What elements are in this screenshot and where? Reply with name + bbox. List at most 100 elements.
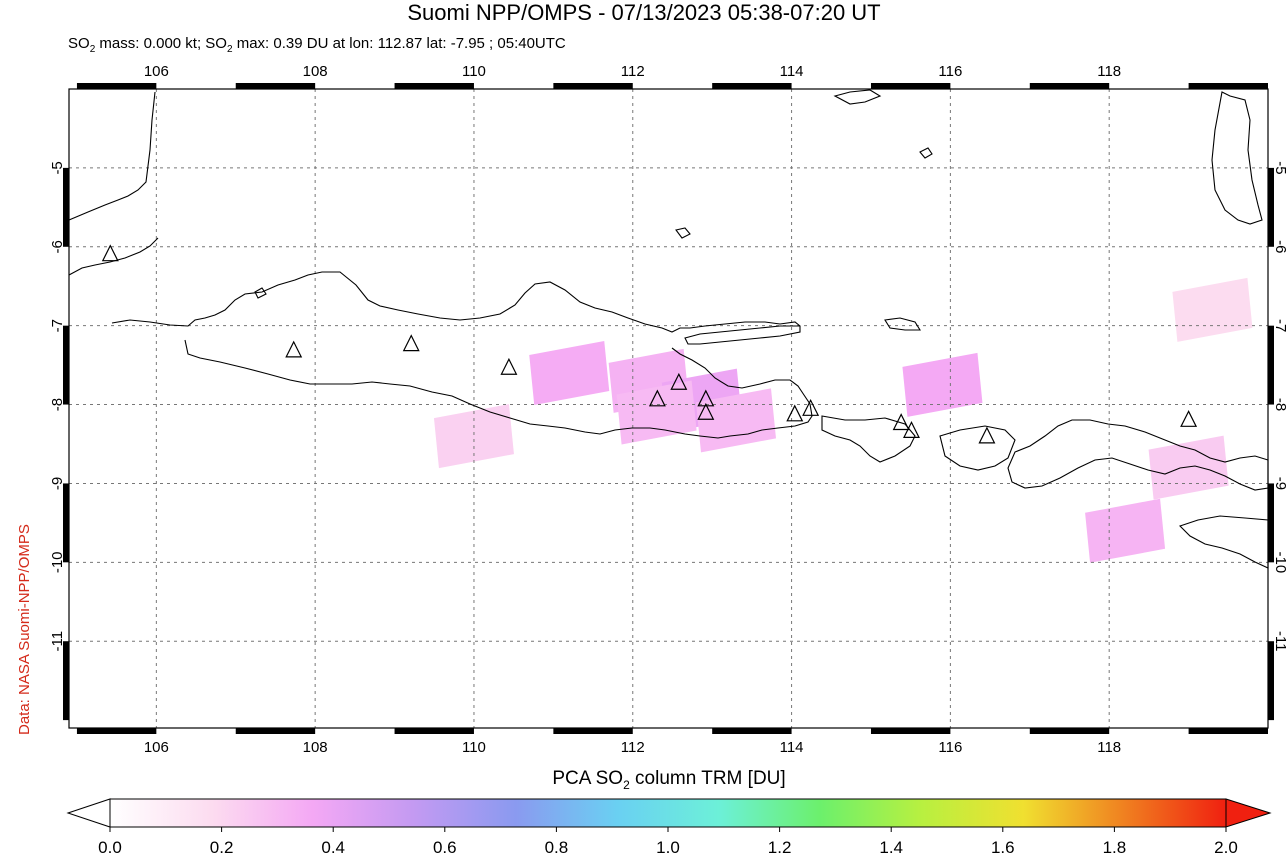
colorbar-tick-label: 0.0 xyxy=(98,838,122,855)
subtitle-sub1: 2 xyxy=(89,44,96,55)
coastline-layer xyxy=(68,89,1269,569)
colorbar-tick-label: 0.4 xyxy=(321,838,345,855)
colorbar-left-arrow xyxy=(66,798,111,828)
y-tick-label-right: -6 xyxy=(1272,240,1288,253)
colorbar: 0.0 0.2 0.4 0.6 0.8 1.0 1.2 1.4 1.6 1.8 2.0 xyxy=(66,798,1272,855)
so2-cell xyxy=(1148,435,1229,500)
border-bar xyxy=(870,83,951,89)
y-tick-label-left: -6 xyxy=(49,240,66,253)
colorbar-title: PCA SO2 column TRM [DU] xyxy=(0,768,1288,792)
border-bar xyxy=(1188,83,1268,89)
so2-cells-layer xyxy=(433,277,1253,563)
colorbar-tick-label: 1.8 xyxy=(1103,838,1127,855)
x-tick-label-bottom: 112 xyxy=(621,739,645,756)
y-tick-label-right: -7 xyxy=(1272,319,1288,332)
y-tick-label-left: -9 xyxy=(49,477,66,490)
x-tick-label-top: 106 xyxy=(144,63,169,80)
border-bar xyxy=(235,728,316,734)
border-bar xyxy=(553,83,633,89)
border-bar xyxy=(63,483,69,563)
volcano-marker xyxy=(802,398,820,416)
coastline-madura xyxy=(684,325,801,345)
volcano-marker xyxy=(402,334,420,352)
x-tick-label-top: 114 xyxy=(780,63,804,80)
border-bar xyxy=(712,83,792,89)
y-tick-label-left: -10 xyxy=(49,551,66,573)
y-tick-label-left: -7 xyxy=(49,319,66,332)
coastline-java-south xyxy=(184,339,813,439)
so2-map: 106 106 108 108 110 110 112 112 114 114 116 116 118 1… xyxy=(49,63,1288,756)
colorbar-title-sub: 2 xyxy=(623,777,630,792)
map-frame xyxy=(68,88,1269,729)
y-tick-label-left: -5 xyxy=(49,161,66,174)
axes-layer: 106 106 108 108 110 110 112 112 114 114 116 116 118 1… xyxy=(49,63,1288,756)
border-bar xyxy=(63,641,69,721)
x-tick-label-bottom: 106 xyxy=(144,739,169,756)
coastline-sumbawa xyxy=(1007,419,1269,491)
volcano-marker xyxy=(500,357,518,375)
coastline-java-north xyxy=(111,271,801,333)
so2-cell xyxy=(902,352,983,417)
border-bar xyxy=(1268,641,1274,721)
colorbar-title-part1: PCA SO xyxy=(552,768,624,789)
colorbar-tick-label: 1.6 xyxy=(991,838,1015,855)
coastline-small-1 xyxy=(254,287,267,299)
subtitle-part1: SO xyxy=(68,35,90,52)
y-tick-label-right: -9 xyxy=(1272,477,1288,490)
y-tick-label-left: -11 xyxy=(49,631,66,652)
colorbar-title-part2: column TRM [DU] xyxy=(629,768,786,789)
volcano-marker xyxy=(1180,409,1198,427)
volcano-marker xyxy=(648,389,666,407)
colorbar-ticks: 0.0 0.2 0.4 0.6 0.8 1.0 1.2 1.4 1.6 1.8 2.0 xyxy=(98,827,1238,855)
border-bar xyxy=(1029,728,1110,734)
volcano-marker xyxy=(978,426,996,444)
colorbar-right-arrow xyxy=(1225,798,1272,828)
so2-cell xyxy=(433,404,514,469)
coastline-kangean xyxy=(884,317,921,331)
x-tick-label-bottom: 110 xyxy=(462,739,486,756)
coastline-lombok xyxy=(939,425,1016,471)
coastline-small-2 xyxy=(919,147,933,159)
y-tick-label-right: -8 xyxy=(1272,398,1288,411)
border-bar xyxy=(235,83,316,89)
x-tick-label-top: 112 xyxy=(621,63,645,80)
map-subtitle: SO2 mass: 0.000 kt; SO2 max: 0.39 DU at … xyxy=(68,35,566,59)
y-tick-label-right: -10 xyxy=(1272,551,1288,573)
border-bar xyxy=(394,728,474,734)
x-tick-label-top: 118 xyxy=(1097,63,1121,80)
volcano-marker xyxy=(697,402,715,420)
border-bar xyxy=(76,728,157,734)
coastline-borneo-1 xyxy=(833,89,882,105)
x-tick-label-bottom: 116 xyxy=(938,739,962,756)
coastline-sumatra-south xyxy=(68,237,159,276)
x-tick-label-top: 116 xyxy=(938,63,962,80)
volcano-marker xyxy=(903,421,920,438)
colorbar-gradient xyxy=(109,798,1227,828)
x-tick-label-top: 108 xyxy=(303,63,328,80)
coastline-sumba xyxy=(1178,515,1269,569)
x-tick-label-bottom: 118 xyxy=(1097,739,1121,756)
volcano-layer xyxy=(101,244,1198,444)
border-bar xyxy=(394,83,474,89)
border-bar xyxy=(1029,83,1110,89)
volcano-marker xyxy=(697,389,715,407)
colorbar-tick-label: 1.4 xyxy=(879,838,903,855)
x-tick-label-bottom: 108 xyxy=(303,739,328,756)
x-tick-label-top: 110 xyxy=(462,63,486,80)
colorbar-tick-label: 2.0 xyxy=(1214,838,1238,855)
subtitle-sub2: 2 xyxy=(226,44,233,55)
map-title: Suomi NPP/OMPS - 07/13/2023 05:38-07:20 … xyxy=(407,0,881,25)
colorbar-tick-label: 0.6 xyxy=(433,838,457,855)
border-bar xyxy=(870,728,951,734)
so2-cell xyxy=(1085,498,1166,563)
border-bar xyxy=(1268,483,1274,563)
border-bar xyxy=(63,325,69,405)
border-bar xyxy=(1188,728,1268,734)
so2-cell xyxy=(1172,277,1253,342)
x-tick-label-bottom: 114 xyxy=(780,739,804,756)
volcano-marker xyxy=(285,340,303,358)
coastline-borneo-2 xyxy=(1211,91,1263,225)
colorbar-tick-label: 1.2 xyxy=(768,838,792,855)
colorbar-tick-label: 1.0 xyxy=(656,838,680,855)
subtitle-part2: mass: 0.000 kt; SO xyxy=(95,35,227,52)
